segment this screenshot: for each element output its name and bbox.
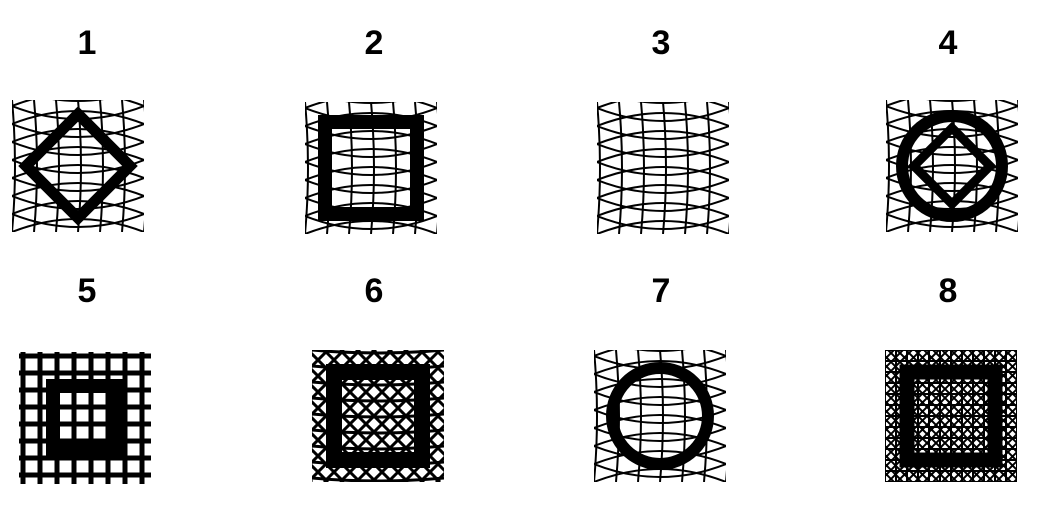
tile-5-graphic bbox=[19, 352, 151, 484]
square-on-curved-mesh-icon bbox=[305, 102, 437, 234]
label-1: 1 bbox=[77, 24, 97, 62]
label-3: 3 bbox=[651, 24, 671, 62]
tile-3-graphic bbox=[597, 102, 729, 234]
tile-6-graphic bbox=[312, 350, 444, 482]
tile-2-graphic bbox=[305, 102, 437, 234]
label-7: 7 bbox=[651, 272, 671, 310]
tile-1-graphic bbox=[12, 100, 144, 232]
label-6: 6 bbox=[364, 272, 384, 310]
square-on-diagonal-lattice-icon bbox=[312, 350, 444, 482]
label-2: 2 bbox=[364, 24, 384, 62]
label-8: 8 bbox=[938, 272, 958, 310]
diamond-in-circle-on-curved-mesh-icon bbox=[886, 100, 1018, 232]
circle-on-curved-mesh-icon bbox=[594, 350, 726, 482]
label-5: 5 bbox=[77, 272, 97, 310]
label-4: 4 bbox=[938, 24, 958, 62]
square-on-grid-icon bbox=[19, 352, 151, 484]
diamond-on-curved-mesh-icon bbox=[12, 100, 144, 232]
tile-7-graphic bbox=[594, 350, 726, 482]
tile-8-graphic bbox=[885, 350, 1017, 482]
square-on-dense-lattice-icon bbox=[885, 350, 1017, 482]
tile-4-graphic bbox=[886, 100, 1018, 232]
curved-mesh-icon bbox=[597, 102, 729, 234]
